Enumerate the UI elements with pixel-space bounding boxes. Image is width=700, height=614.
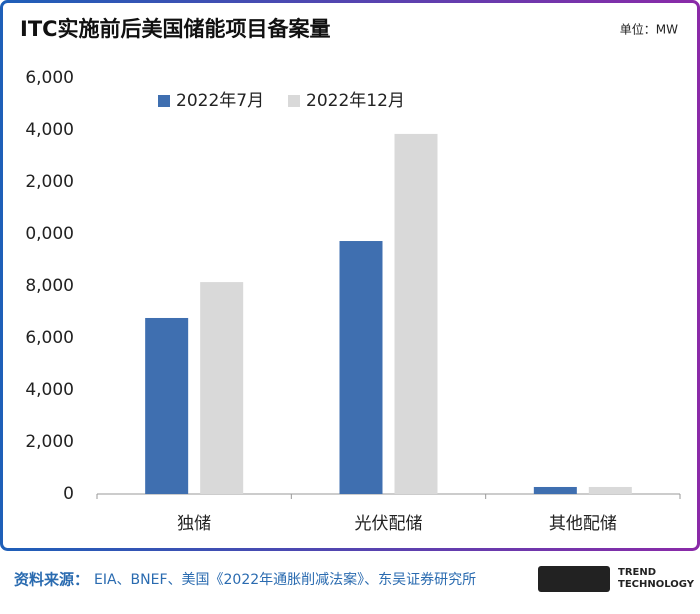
legend-swatch	[288, 95, 300, 107]
y-tick-label: 2,000	[25, 172, 74, 192]
y-tick-label: 0	[63, 484, 74, 504]
y-tick-label: 6,000	[25, 68, 74, 88]
legend-label: 2022年7月	[176, 91, 264, 111]
y-tick-label: 2,000	[25, 432, 74, 452]
bar	[394, 133, 438, 494]
y-tick-label: 6,000	[25, 328, 74, 348]
y-tick-label: 4,000	[25, 380, 74, 400]
y-tick-label: 0,000	[25, 224, 74, 244]
y-tick-label: 4,000	[25, 120, 74, 140]
unit-label: 单位：MW	[620, 22, 678, 37]
bar	[588, 486, 632, 494]
bar	[339, 241, 383, 494]
bar	[533, 486, 577, 494]
y-tick-label: 8,000	[25, 276, 74, 296]
legend-label: 2022年12月	[306, 91, 405, 111]
logo-text: TREND	[618, 567, 656, 578]
legend-swatch	[158, 95, 170, 107]
logo-mark	[538, 566, 610, 592]
source-text: EIA、BNEF、美国《2022年通胀削减法案》、东吴证券研究所	[94, 571, 476, 588]
x-tick-label: 其他配储	[549, 514, 617, 534]
source-label: 资料来源：	[14, 571, 89, 589]
bar	[145, 317, 189, 494]
logo-text: TECHNOLOGY	[618, 579, 695, 590]
x-tick-label: 光伏配储	[355, 514, 423, 534]
chart-title: ITC实施前后美国储能项目备案量	[20, 17, 331, 41]
bar	[200, 282, 244, 494]
x-tick-label: 独储	[177, 514, 211, 534]
